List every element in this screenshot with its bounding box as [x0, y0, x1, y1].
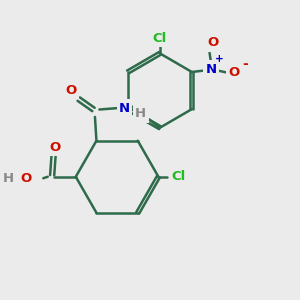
Text: N: N — [119, 101, 130, 115]
Text: +: + — [215, 55, 224, 64]
Text: H: H — [135, 107, 146, 121]
Text: H: H — [2, 172, 14, 185]
Text: O: O — [20, 172, 31, 185]
Text: O: O — [50, 140, 61, 154]
Text: O: O — [228, 66, 239, 79]
Text: Cl: Cl — [153, 32, 167, 45]
Text: -: - — [242, 57, 247, 71]
Text: N: N — [206, 62, 217, 76]
Text: Cl: Cl — [171, 170, 185, 183]
Text: O: O — [66, 84, 77, 97]
Text: O: O — [208, 36, 219, 50]
